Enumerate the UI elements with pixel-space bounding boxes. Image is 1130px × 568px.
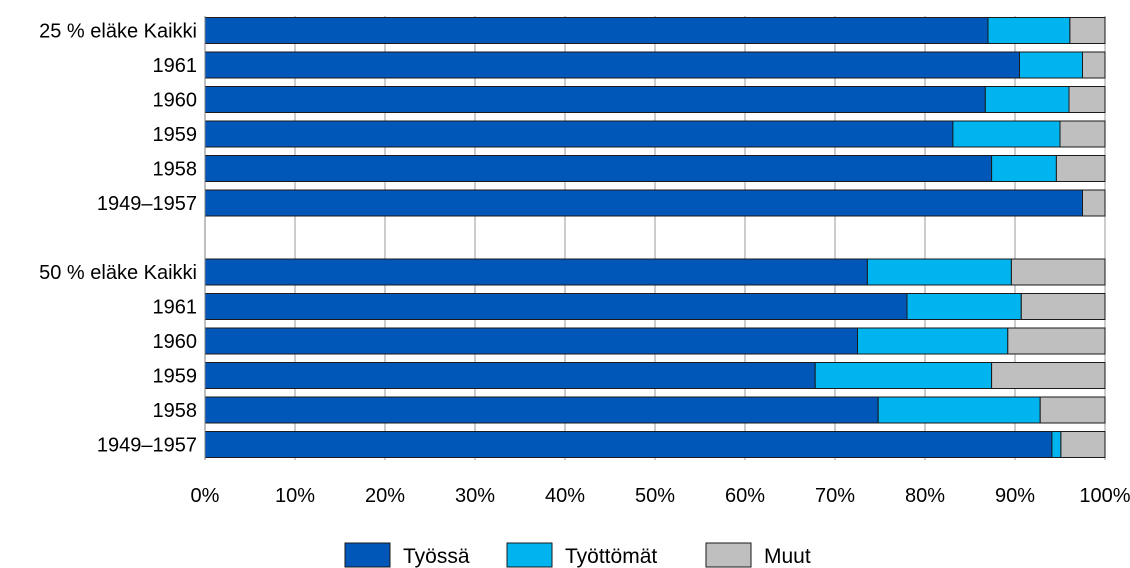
bar-segment-3 [1082,51,1106,79]
bar-segment-1 [204,258,868,286]
bar-segment-1 [204,51,1020,79]
bar-segment-1 [204,293,908,320]
legend-swatch [705,542,752,568]
x-tick-label: 100% [1079,485,1130,507]
category-label: 1960 [153,90,198,112]
x-tick-labels: 0% 10% 20% 30% 40% 50% 60% 70% 80% 90% 100% [191,485,1130,507]
x-tick-label: 50% [635,485,675,507]
bar-segment-3 [1010,258,1106,286]
bar-segment-1 [204,86,986,113]
bar-segment-1 [204,155,993,182]
bar-segment-2 [1019,51,1083,79]
bar-segment-3 [1039,396,1106,424]
bar-segment-1 [204,396,879,424]
category-labels: 25 % eläke Kaikki 1961 1960 1959 1958 1949–19… [39,21,197,457]
bar-segment-1 [204,327,858,355]
bar-segment-2 [1051,431,1062,458]
bar-segment-3 [1020,293,1106,320]
category-label: 1961 [153,297,198,319]
x-tick-label: 80% [905,485,945,507]
x-tick-label: 60% [725,485,765,507]
grid-lines [204,16,1106,460]
bar-segment-2 [987,17,1071,44]
category-label: 1958 [153,159,198,181]
legend: Työssä Työttömät Muut [344,542,811,568]
bar-segment-3 [1069,17,1106,44]
x-tick-label: 0% [191,485,220,507]
x-tick-label: 20% [365,485,405,507]
category-label: 50 % eläke Kaikki [39,262,197,284]
bar-segment-2 [877,396,1041,424]
category-label: 25 % eläke Kaikki [39,21,197,43]
bar-segment-1 [204,120,954,148]
bar-segment-3 [1060,431,1106,458]
bar-segment-3 [991,362,1106,389]
bar-segment-2 [866,258,1012,286]
legend-swatch [506,542,553,568]
bar-segment-1 [204,189,1083,217]
bar-segment-3 [1055,155,1106,182]
bar-segment-3 [1068,86,1106,113]
bar-segment-3 [1082,189,1106,217]
bars [204,17,1106,458]
bar-segment-2 [906,293,1022,320]
bar-segment-1 [204,362,816,389]
bar-segment-2 [857,327,1009,355]
legend-label: Työttömät [565,545,657,568]
bar-segment-3 [1007,327,1106,355]
bar-segment-2 [952,120,1061,148]
bar-segment-2 [984,86,1070,113]
category-label: 1949–1957 [97,435,197,457]
category-label: 1958 [153,400,198,422]
x-tick-label: 30% [455,485,495,507]
bar-segment-3 [1059,120,1106,148]
category-label: 1961 [153,55,198,77]
x-tick-label: 10% [275,485,315,507]
category-label: 1960 [153,331,198,353]
bar-segment-2 [814,362,993,389]
legend-label: Työssä [403,545,470,568]
category-label: 1959 [153,124,198,146]
x-tick-label: 90% [995,485,1035,507]
bar-segment-1 [204,17,989,44]
x-tick-label: 70% [815,485,855,507]
bar-segment-2 [991,155,1057,182]
legend-label: Muut [764,545,811,568]
legend-swatch [344,542,391,568]
category-label: 1959 [153,366,198,388]
x-tick-label: 40% [545,485,585,507]
bar-segment-1 [204,431,1053,458]
category-label: 1949–1957 [97,193,197,215]
